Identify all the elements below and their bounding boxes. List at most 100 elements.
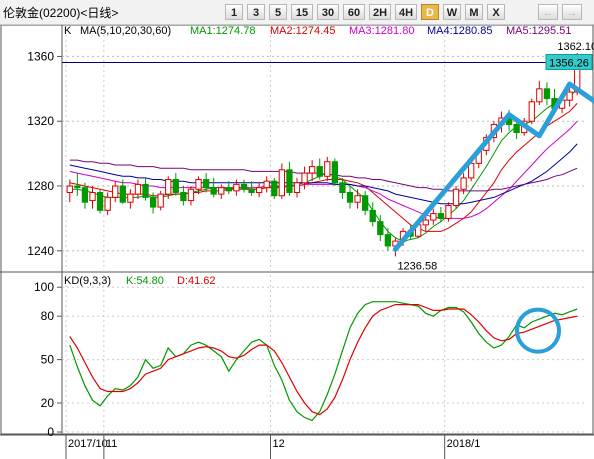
candle — [263, 180, 270, 189]
candle — [308, 166, 316, 174]
candle — [119, 185, 126, 203]
candle — [104, 196, 111, 211]
ma-line-ma3 — [69, 120, 578, 219]
x-tick-label: 12 — [272, 438, 284, 450]
candle — [225, 187, 232, 192]
candle — [172, 179, 179, 193]
period-button-60[interactable]: 60 — [343, 4, 365, 20]
candle — [422, 219, 429, 226]
x-tick-label: 2017/10 — [68, 438, 108, 450]
candle — [165, 179, 172, 195]
candle — [377, 221, 384, 236]
candle — [460, 177, 467, 190]
kd-legend-k: K:54.80 — [126, 275, 164, 287]
nav-prev-button[interactable]: ← — [538, 4, 558, 20]
ma-legend-value: MA3:1281.80 — [349, 25, 414, 37]
period-button-x[interactable]: X — [487, 4, 505, 20]
period-button-1[interactable]: 1 — [225, 4, 243, 20]
candle — [301, 172, 308, 184]
candle — [346, 191, 354, 203]
y-tick-label: 1320 — [27, 114, 54, 128]
candle — [255, 187, 263, 193]
candle — [218, 187, 225, 195]
candle — [180, 191, 187, 202]
ma-legend-value: MA4:1280.85 — [427, 25, 492, 37]
candle — [362, 195, 369, 211]
candle — [324, 161, 331, 177]
kd-y-tick-label: 50 — [41, 353, 55, 367]
candle — [89, 191, 96, 202]
candle — [369, 209, 376, 223]
candle — [127, 193, 134, 203]
candle — [316, 166, 323, 177]
kd-y-tick-label: 100 — [34, 280, 54, 294]
candle — [66, 185, 73, 193]
candle — [202, 179, 210, 189]
period-button-d[interactable]: D — [421, 4, 439, 20]
kd-y-tick-label: 80 — [41, 309, 55, 323]
period-button-w[interactable]: W — [443, 4, 461, 20]
candle — [286, 169, 293, 193]
ma-line-ma1 — [69, 86, 578, 242]
candle — [157, 193, 164, 208]
candle — [543, 88, 551, 100]
y-tick-label: 1280 — [27, 179, 54, 193]
y-tick-label: 1240 — [27, 244, 54, 258]
candle — [233, 183, 240, 192]
candle — [452, 188, 460, 206]
chart-frame — [0, 25, 594, 435]
last-price-label: 1356.26 — [549, 57, 589, 69]
kd-line-k — [69, 301, 578, 422]
candle — [384, 234, 392, 247]
candle — [81, 187, 89, 203]
ma-legend-value: MA1:1274.78 — [190, 25, 255, 37]
candle — [293, 182, 301, 193]
y-tick-label: 1360 — [27, 49, 54, 63]
ma-legend-value: MA5:1295.51 — [506, 25, 571, 37]
last-price-box — [545, 53, 593, 70]
panel-prefix: K — [64, 25, 72, 37]
period-button-m[interactable]: M — [465, 4, 483, 20]
high-label: 1362.10 — [557, 41, 594, 53]
period-button-3[interactable]: 3 — [247, 4, 265, 20]
candle — [528, 101, 535, 122]
candle — [566, 91, 573, 101]
period-button-2h[interactable]: 2H — [369, 4, 391, 20]
nav-next-button[interactable]: → — [562, 4, 582, 20]
toolbar: 伦敦金(02200)<日线> 1 3 5 15 30 60 2H 4H D W M X ← → — [0, 0, 594, 25]
candle — [195, 179, 202, 190]
candle — [278, 169, 285, 197]
candle — [271, 180, 278, 197]
candle — [240, 183, 248, 190]
candle — [354, 195, 361, 203]
period-button-4h[interactable]: 4H — [395, 4, 417, 20]
candle — [430, 213, 437, 221]
candle — [437, 213, 445, 219]
candle — [149, 196, 157, 208]
kd-legend-d: D:41.62 — [177, 275, 216, 287]
candle — [339, 182, 346, 193]
kd-line-d — [69, 304, 578, 416]
kd-y-tick-label: 20 — [41, 396, 55, 410]
period-button-30[interactable]: 30 — [317, 4, 339, 20]
ma-line-ma5 — [69, 159, 578, 192]
window-title: 伦敦金(02200)<日线> — [3, 6, 119, 20]
candle — [142, 183, 149, 198]
circle-annotation — [515, 307, 561, 354]
period-button-15[interactable]: 15 — [291, 4, 313, 20]
period-button-5[interactable]: 5 — [269, 4, 287, 20]
candle — [513, 123, 520, 134]
low-label: 1236.58 — [397, 260, 437, 272]
candle — [74, 185, 81, 189]
candle — [536, 88, 543, 103]
candle — [134, 183, 142, 195]
kd-legend-label: KD(9,3,3) — [64, 275, 111, 287]
x-tick-label: 11 — [106, 438, 117, 450]
candle — [96, 191, 104, 211]
x-tick-label: 2018/1 — [447, 438, 481, 450]
kd-y-tick-label: 0 — [47, 425, 54, 439]
candle — [248, 188, 255, 193]
ma-line-ma2 — [69, 103, 578, 232]
